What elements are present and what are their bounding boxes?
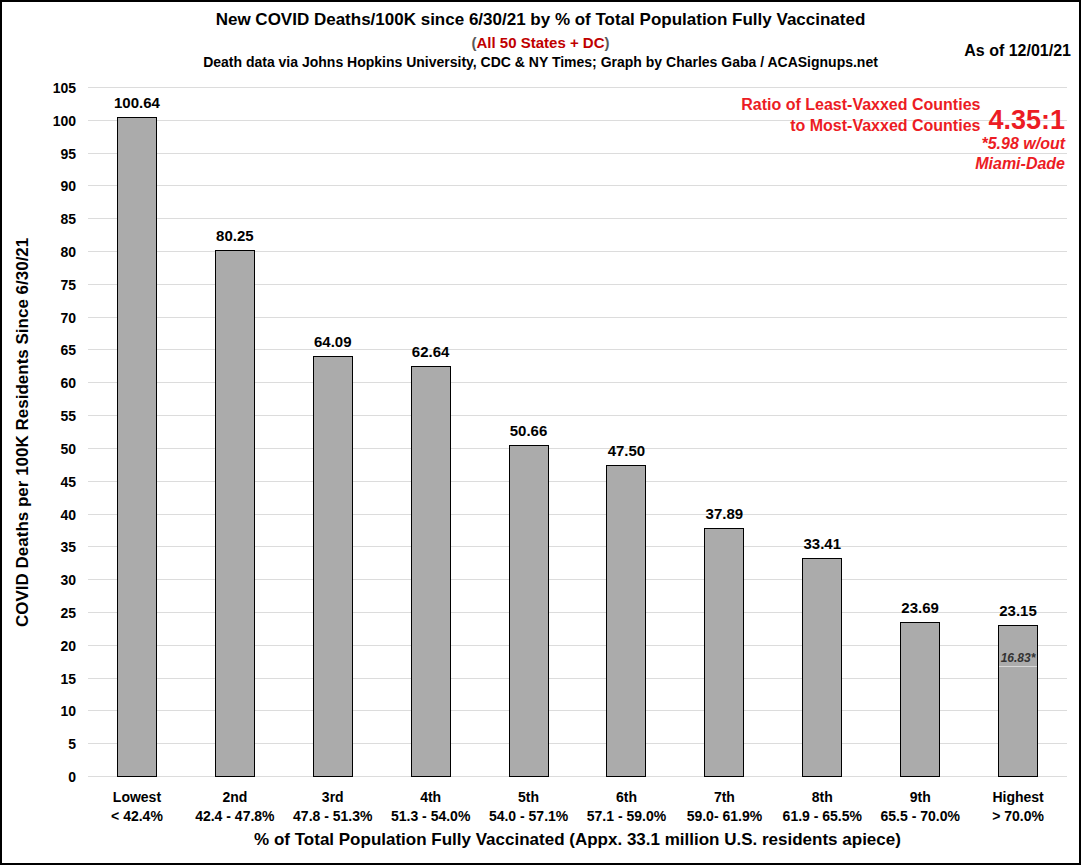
- x-category-tier: 7th: [675, 788, 773, 807]
- y-tick-label: 75: [60, 276, 76, 294]
- y-tick-label: 40: [60, 506, 76, 524]
- x-category-range: 65.5 - 70.0%: [871, 807, 969, 826]
- x-category-tier: 2nd: [186, 788, 284, 807]
- bar-value-label: 23.69: [871, 599, 969, 616]
- bar-value-label: 37.89: [675, 505, 773, 522]
- x-axis-category: Highest> 70.0%: [969, 788, 1067, 826]
- y-tick-label: 65: [60, 341, 76, 359]
- x-category-range: 47.8 - 51.3%: [284, 807, 382, 826]
- y-tick-label: 85: [60, 210, 76, 228]
- y-tick-label: 10: [60, 702, 76, 720]
- bar-inner-annotation: 16.83*: [998, 651, 1038, 665]
- ratio-annotation: Ratio of Least-Vaxxed Counties to Most-V…: [741, 94, 1065, 174]
- y-tick-label: 20: [60, 637, 76, 655]
- x-category-range: 51.3 - 54.0%: [382, 807, 480, 826]
- x-axis-category: 4th51.3 - 54.0%: [382, 788, 480, 826]
- bar: [215, 250, 255, 777]
- bar: [313, 356, 353, 777]
- x-category-range: > 70.0%: [969, 807, 1067, 826]
- y-tick-label: 100: [53, 112, 76, 130]
- plot-area: 100.64 80.25 64.0962.64 50.6647.50 37.8933.4…: [88, 88, 1067, 777]
- bar-value-label: 100.64: [88, 94, 186, 111]
- x-category-tier: 9th: [871, 788, 969, 807]
- y-tick-label: 95: [60, 145, 76, 163]
- ratio-footnote-line1: *5.98 w/out: [741, 134, 1065, 154]
- as-of-date: As of 12/01/21: [964, 42, 1071, 60]
- x-axis-category: 9th65.5 - 70.0%: [871, 788, 969, 826]
- subtitle-paren-close: ): [604, 34, 609, 51]
- bar: [998, 625, 1038, 777]
- bar-value-label: 62.64: [382, 343, 480, 360]
- x-category-range: < 42.4%: [88, 807, 186, 826]
- bar: [900, 622, 940, 777]
- bar-value-label: 33.41: [773, 535, 871, 552]
- bar: [802, 558, 842, 777]
- x-category-range: 57.1 - 59.0%: [578, 807, 676, 826]
- subtitle-highlight: All 50 States + DC: [477, 34, 605, 51]
- x-axis-category: 7th59.0- 61.9%: [675, 788, 773, 826]
- x-category-range: 59.0- 61.9%: [675, 807, 773, 826]
- y-tick-label: 55: [60, 407, 76, 425]
- x-category-range: 61.9 - 65.5%: [773, 807, 871, 826]
- y-tick-label: 90: [60, 177, 76, 195]
- y-axis-ticks: 0510152025303540455055606570758085909510…: [2, 88, 82, 777]
- chart-subtitle: (All 50 States + DC): [2, 34, 1079, 51]
- y-tick-label: 25: [60, 604, 76, 622]
- bar-value-label: 80.25: [186, 227, 284, 244]
- x-category-tier: 4th: [382, 788, 480, 807]
- y-tick-label: 70: [60, 309, 76, 327]
- ratio-row: Ratio of Least-Vaxxed Counties to Most-V…: [741, 94, 1065, 136]
- x-axis-category: Lowest< 42.4%: [88, 788, 186, 826]
- ratio-value: 4.35:1: [988, 105, 1065, 136]
- x-axis-category: 2nd42.4 - 47.8%: [186, 788, 284, 826]
- bar: [411, 366, 451, 777]
- bar-value-label: 47.50: [578, 442, 676, 459]
- y-tick-label: 5: [68, 735, 76, 753]
- x-category-tier: Lowest: [88, 788, 186, 807]
- bar: [704, 528, 744, 777]
- ratio-label: Ratio of Least-Vaxxed Counties to Most-V…: [741, 94, 980, 136]
- chart-title: New COVID Deaths/100K since 6/30/21 by %…: [2, 10, 1079, 30]
- ratio-label-line2: to Most-Vaxxed Counties: [741, 115, 980, 136]
- bar: [606, 465, 646, 777]
- x-axis-category: 5th54.0 - 57.1%: [480, 788, 578, 826]
- ratio-footnote: *5.98 w/out Miami-Dade: [741, 134, 1065, 174]
- data-source-line: Death data via Johns Hopkins University,…: [2, 54, 1079, 70]
- bar-inner-marker-line: [999, 666, 1037, 667]
- bar: [509, 445, 549, 777]
- x-category-tier: 8th: [773, 788, 871, 807]
- x-category-range: 54.0 - 57.1%: [480, 807, 578, 826]
- gridline: [88, 218, 1067, 219]
- y-tick-label: 15: [60, 670, 76, 688]
- x-category-tier: 5th: [480, 788, 578, 807]
- chart-canvas: New COVID Deaths/100K since 6/30/21 by %…: [0, 0, 1081, 865]
- ratio-footnote-line2: Miami-Dade: [741, 154, 1065, 174]
- bar: [117, 117, 157, 777]
- x-category-tier: 6th: [578, 788, 676, 807]
- ratio-label-line1: Ratio of Least-Vaxxed Counties: [741, 94, 980, 115]
- x-category-range: 42.4 - 47.8%: [186, 807, 284, 826]
- y-tick-label: 80: [60, 243, 76, 261]
- x-axis-category: 3rd47.8 - 51.3%: [284, 788, 382, 826]
- x-axis-title: % of Total Population Fully Vaccinated (…: [88, 830, 1067, 850]
- x-category-tier: 3rd: [284, 788, 382, 807]
- gridline: [88, 87, 1067, 88]
- x-axis-category: 8th61.9 - 65.5%: [773, 788, 871, 826]
- y-tick-label: 50: [60, 440, 76, 458]
- x-axis-category: 6th57.1 - 59.0%: [578, 788, 676, 826]
- y-tick-label: 0: [68, 768, 76, 786]
- bar-value-label: 23.15: [969, 602, 1067, 619]
- y-tick-label: 35: [60, 538, 76, 556]
- y-tick-label: 30: [60, 571, 76, 589]
- y-tick-label: 105: [53, 79, 76, 97]
- bar-value-label: 64.09: [284, 333, 382, 350]
- x-axis-labels: Lowest< 42.4%2nd42.4 - 47.8%3rd47.8 - 51…: [88, 788, 1067, 826]
- x-category-tier: Highest: [969, 788, 1067, 807]
- y-tick-label: 60: [60, 374, 76, 392]
- y-tick-label: 45: [60, 473, 76, 491]
- bar-value-label: 50.66: [480, 422, 578, 439]
- gridline: [88, 185, 1067, 186]
